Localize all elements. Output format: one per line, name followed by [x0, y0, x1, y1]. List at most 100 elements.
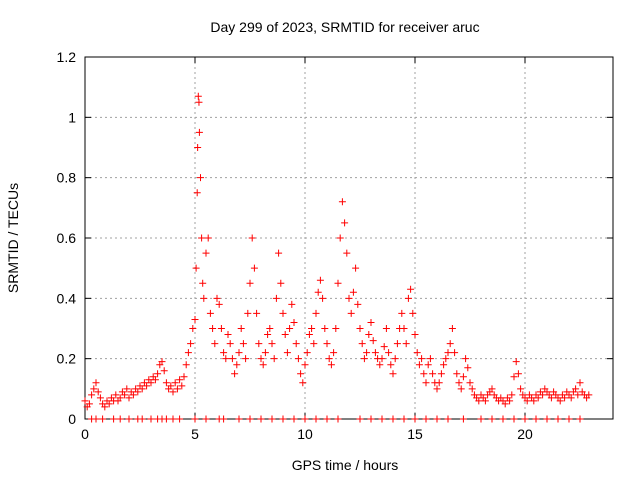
data-point: [195, 98, 203, 106]
data-point: [286, 325, 294, 332]
data-point: [319, 294, 327, 302]
data-point: [389, 415, 397, 423]
data-point: [376, 361, 384, 369]
data-point: [338, 198, 346, 206]
data-point: [184, 349, 192, 357]
x-tick-label: 0: [81, 426, 89, 442]
data-point: [235, 415, 243, 423]
data-point: [534, 394, 542, 402]
data-point: [160, 367, 168, 375]
y-tick-label: 0.4: [57, 290, 77, 306]
data-point: [303, 349, 311, 357]
data-point: [341, 219, 349, 227]
data-point: [352, 264, 360, 272]
data-point: [464, 364, 472, 372]
grid-lines: [85, 57, 613, 419]
data-point: [290, 415, 298, 423]
data-point: [336, 234, 344, 242]
data-point: [167, 382, 175, 390]
y-tick-label: 0.8: [57, 170, 77, 186]
data-point: [125, 415, 133, 423]
data-point: [334, 279, 342, 287]
data-point: [178, 382, 186, 390]
data-point: [237, 325, 245, 332]
data-point: [213, 294, 221, 302]
chart-title: Day 299 of 2023, SRMTID for receiver aru…: [210, 19, 479, 35]
data-point: [257, 415, 265, 423]
data-point: [404, 294, 412, 302]
data-point: [349, 288, 357, 296]
data-point: [547, 394, 555, 402]
data-point: [499, 415, 507, 423]
data-point: [138, 385, 146, 393]
data-point: [182, 361, 190, 369]
data-point: [424, 361, 432, 369]
data-point: [154, 370, 162, 378]
data-point: [422, 415, 430, 423]
data-point: [312, 415, 320, 423]
data-point: [235, 349, 243, 357]
data-point: [530, 397, 538, 405]
data-point: [255, 340, 263, 348]
data-point: [312, 309, 320, 317]
data-point: [173, 385, 181, 393]
data-point: [250, 264, 258, 272]
data-point: [281, 331, 289, 339]
data-point: [510, 373, 518, 381]
data-point: [453, 370, 461, 378]
data-point: [92, 379, 100, 387]
x-tick-label: 10: [297, 426, 313, 442]
data-point: [457, 385, 465, 393]
data-point: [158, 358, 166, 366]
data-point: [151, 376, 159, 384]
data-point: [327, 361, 335, 369]
data-point: [393, 340, 401, 348]
data-point: [288, 300, 296, 308]
data-point: [343, 249, 351, 257]
data-point: [466, 379, 474, 387]
data-point: [367, 415, 375, 423]
data-point: [413, 349, 421, 357]
data-point: [292, 340, 300, 348]
data-point: [330, 349, 338, 357]
data-point: [123, 385, 131, 393]
x-tick-label: 20: [517, 426, 533, 442]
data-point: [360, 355, 368, 363]
data-point: [204, 234, 212, 242]
data-point: [517, 385, 525, 393]
data-point: [437, 370, 445, 378]
data-point: [169, 388, 177, 396]
data-point: [523, 397, 531, 405]
data-point: [380, 343, 388, 351]
data-point: [189, 325, 197, 332]
data-point: [442, 355, 450, 363]
data-point: [110, 415, 118, 423]
data-point: [259, 361, 267, 369]
data-point: [475, 397, 483, 405]
data-point: [363, 349, 371, 357]
data-point: [508, 391, 516, 399]
data-point: [176, 376, 184, 384]
x-axis-label: GPS time / hours: [292, 457, 399, 473]
data-point: [400, 325, 408, 332]
data-point: [459, 373, 467, 381]
data-point: [539, 391, 547, 399]
data-point: [246, 415, 254, 423]
data-point: [202, 415, 210, 423]
data-point: [358, 340, 366, 348]
data-point: [561, 394, 569, 402]
data-point: [310, 340, 318, 348]
data-point: [323, 340, 331, 348]
data-point: [455, 379, 463, 387]
data-point: [488, 385, 496, 393]
data-point: [418, 355, 426, 363]
data-point: [316, 276, 324, 284]
data-point: [162, 415, 170, 423]
data-point: [129, 391, 137, 399]
data-point: [554, 415, 562, 423]
data-point: [297, 370, 305, 378]
data-point: [180, 373, 188, 381]
data-point: [510, 415, 518, 423]
data-point: [191, 415, 199, 423]
data-point: [279, 309, 287, 317]
